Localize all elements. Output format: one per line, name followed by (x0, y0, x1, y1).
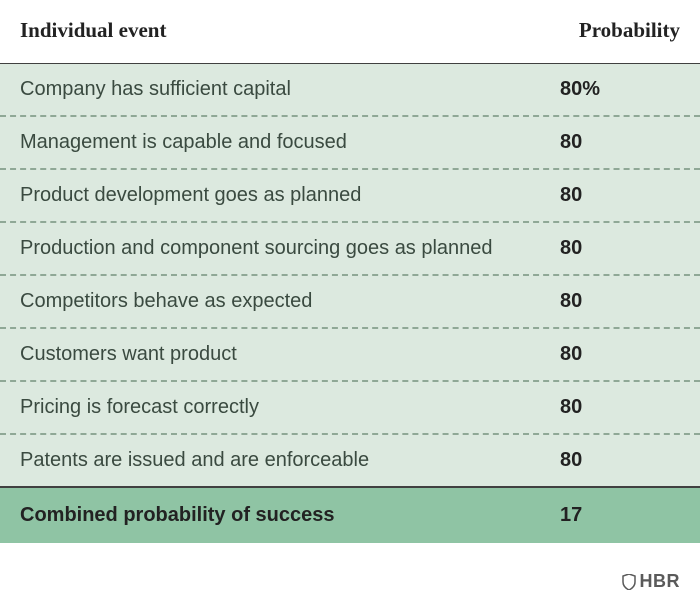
prob-cell: 80 (540, 131, 680, 154)
table-row: Product development goes as planned80 (0, 170, 700, 223)
table-row: Customers want product80 (0, 329, 700, 382)
total-row: Combined probability of success 17 (0, 486, 700, 543)
event-cell: Pricing is forecast correctly (20, 396, 540, 419)
prob-cell: 80% (540, 78, 680, 101)
table-row: Production and component sourcing goes a… (0, 223, 700, 276)
table-row: Company has sufficient capital80% (0, 64, 700, 117)
event-cell: Production and component sourcing goes a… (20, 237, 540, 260)
prob-cell: 80 (540, 184, 680, 207)
hbr-text: HBR (640, 571, 681, 592)
total-event-label: Combined probability of success (20, 504, 540, 527)
table-header: Individual event Probability (0, 0, 700, 64)
event-cell: Patents are issued and are enforceable (20, 449, 540, 472)
probability-table: Individual event Probability Company has… (0, 0, 700, 543)
table-row: Patents are issued and are enforceable80 (0, 435, 700, 486)
prob-cell: 80 (540, 449, 680, 472)
event-cell: Management is capable and focused (20, 131, 540, 154)
prob-cell: 80 (540, 237, 680, 260)
prob-cell: 80 (540, 290, 680, 313)
table-row: Management is capable and focused80 (0, 117, 700, 170)
table-row: Competitors behave as expected80 (0, 276, 700, 329)
shield-icon (622, 574, 636, 590)
event-cell: Customers want product (20, 343, 540, 366)
event-cell: Competitors behave as expected (20, 290, 540, 313)
hbr-logo: HBR (622, 571, 681, 592)
table-body: Company has sufficient capital80%Managem… (0, 64, 700, 486)
header-event-label: Individual event (20, 18, 540, 43)
event-cell: Product development goes as planned (20, 184, 540, 207)
header-prob-label: Probability (540, 18, 680, 43)
prob-cell: 80 (540, 396, 680, 419)
event-cell: Company has sufficient capital (20, 78, 540, 101)
table-row: Pricing is forecast correctly80 (0, 382, 700, 435)
prob-cell: 80 (540, 343, 680, 366)
total-prob-value: 17 (540, 504, 680, 527)
